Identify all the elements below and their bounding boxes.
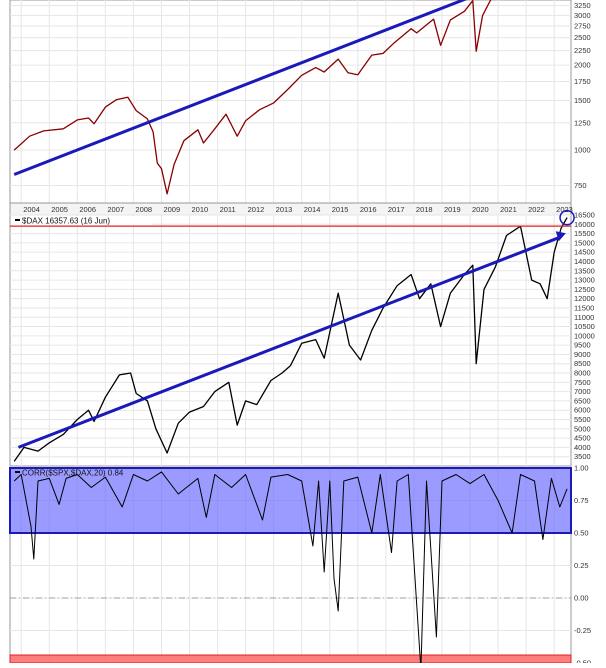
trendline: [17, 235, 561, 449]
year-axis: 2004 2005 2006 2007 2008 2009 2010 2011 2012 2013…: [9, 202, 573, 216]
y-tick-label: 13000: [574, 276, 595, 285]
y-tick-label: 7000: [574, 387, 591, 396]
y-tick-label: 3000: [574, 11, 591, 20]
x-tick-label: 2006: [79, 205, 96, 214]
x-tick-label: 2020: [472, 205, 489, 214]
y-tick-label: 3500: [574, 452, 591, 461]
x-tick-label: 2021: [500, 205, 517, 214]
y-tick-label: 0.50: [574, 529, 589, 538]
x-tick-label: 2011: [220, 205, 236, 214]
x-tick-label: 2023: [556, 205, 573, 214]
legend-swatch: [15, 219, 20, 221]
y-tick-label: 2250: [574, 46, 591, 55]
x-tick-label: 2018: [416, 205, 433, 214]
x-tick-label: 2017: [388, 205, 405, 214]
x-tick-label: 2004: [23, 205, 40, 214]
x-tick-label: 2010: [192, 205, 209, 214]
series-line: [13, 471, 568, 668]
x-tick-label: 2007: [107, 205, 124, 214]
legend-label: $DAX 16357.63 (16 Jun): [22, 217, 110, 226]
x-tick-label: 2005: [51, 205, 68, 214]
y-tick-label: 1500: [574, 96, 591, 105]
x-tick-label: 2008: [135, 205, 152, 214]
y-tick-label: -0.25: [574, 626, 591, 635]
y-tick-label: 3250: [574, 1, 591, 10]
series-line: [13, 0, 492, 195]
y-tick-label: 11500: [574, 303, 594, 312]
y-tick-label: 2000: [574, 61, 591, 70]
legend-swatch: [15, 471, 20, 473]
y-tick-label: 0.75: [574, 496, 589, 505]
dax-panel: 1650016000155001500014500140001350013000…: [9, 209, 595, 467]
y-tick-label: 10500: [574, 322, 595, 331]
y-tick-label: 9500: [574, 341, 591, 350]
legend-background: [12, 216, 152, 225]
x-tick-label: 2016: [360, 205, 377, 214]
y-tick-label: 16500: [574, 211, 595, 220]
y-tick-label: 14000: [574, 257, 595, 266]
trendline-arrowhead: [555, 231, 566, 242]
y-tick-label: 15500: [574, 229, 595, 238]
y-tick-label: 11000: [574, 313, 594, 322]
y-tick-label: 5500: [574, 415, 591, 424]
legend-label: CORR($SPX,$DAX,20) 0.84: [22, 469, 124, 478]
y-tick-label: 6000: [574, 406, 591, 415]
y-tick-label: 9000: [574, 350, 591, 359]
y-tick-label: 0.25: [574, 561, 589, 570]
plot-frame: [9, 0, 572, 204]
correlation-high-band: [9, 467, 572, 534]
y-tick-label: 0.00: [574, 594, 589, 603]
y-tick-label: 2500: [574, 33, 591, 42]
y-tick-label: 2750: [574, 22, 591, 31]
latest-price-circle: [559, 209, 575, 226]
y-tick-label: 7500: [574, 378, 591, 387]
y-tick-label: 1750: [574, 77, 591, 86]
x-tick-label: 2022: [528, 205, 545, 214]
y-tick-label: 8500: [574, 359, 591, 368]
series-line: [13, 217, 568, 462]
x-tick-label: 2014: [304, 205, 321, 214]
y-tick-label: 14500: [574, 248, 595, 257]
y-tick-label: 12500: [574, 285, 595, 294]
x-tick-label: 2012: [248, 205, 265, 214]
low-correlation-band: [9, 654, 572, 664]
x-tick-label: 2019: [444, 205, 461, 214]
x-tick-label: 2009: [163, 205, 180, 214]
x-tick-label: 2013: [276, 205, 293, 214]
y-tick-label: 4500: [574, 434, 591, 443]
correlation-panel: 1.00 0.75 0.50 0.25 0.00 -0.25 -0.50 CORR($SPX,…: [9, 464, 591, 668]
x-tick-label: 2015: [332, 205, 349, 214]
y-tick-label: 1.00: [574, 464, 589, 473]
y-tick-label: 6500: [574, 396, 591, 405]
y-tick-label: 750: [574, 181, 587, 190]
y-tick-label: 4000: [574, 443, 591, 452]
y-tick-label: 1250: [574, 118, 591, 127]
y-tick-label: 1000: [574, 146, 591, 155]
y-tick-label: 8000: [574, 369, 591, 378]
y-tick-label: 13500: [574, 266, 595, 275]
trendline: [13, 0, 468, 176]
y-tick-label: 16000: [574, 220, 595, 229]
y-tick-label: 15000: [574, 238, 595, 247]
y-tick-label: 12000: [574, 294, 595, 303]
y-tick-label: 10000: [574, 331, 595, 340]
y-tick-label: 5000: [574, 424, 591, 433]
y-tick-label: -0.50: [574, 659, 591, 664]
